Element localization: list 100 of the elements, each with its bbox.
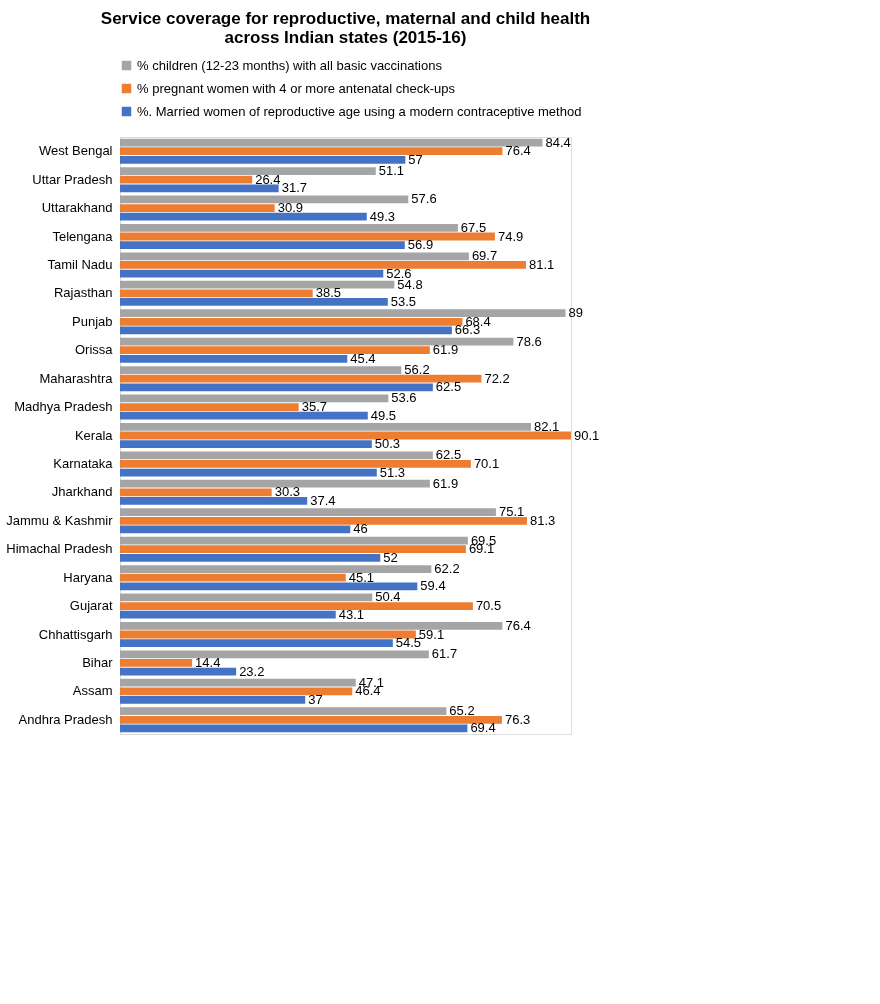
y-tick-label: Madhya Pradesh [14, 399, 113, 415]
data-label: 76.4 [505, 143, 531, 159]
y-tick-label: Maharashtra [39, 370, 114, 386]
bar [120, 241, 405, 250]
bar [120, 394, 389, 403]
data-label: 26.4 [255, 171, 281, 187]
data-label: 50.3 [374, 436, 401, 452]
data-label: 89 [568, 305, 583, 321]
data-label: 90.1 [574, 427, 600, 443]
y-tick-label: West Bengal [39, 143, 113, 159]
y-tick-label: Uttarakhand [41, 200, 113, 216]
bar [120, 167, 376, 175]
data-label: 70.1 [473, 455, 500, 471]
data-label: 74.9 [497, 228, 524, 244]
y-tick-label: Punjab [72, 313, 113, 329]
y-tick-label: Himachal Pradesh [6, 541, 113, 557]
data-label: 50.4 [375, 589, 401, 605]
bar [120, 309, 566, 318]
text: across Indian states (2015-16) [224, 28, 467, 47]
data-label: 52 [383, 549, 398, 565]
bar [120, 289, 313, 298]
data-label: 56.2 [404, 362, 430, 378]
bar [120, 374, 482, 383]
bar [120, 687, 353, 696]
bar [120, 621, 503, 630]
data-label: 57 [408, 151, 423, 167]
bar [120, 337, 514, 346]
y-tick-label: Rajasthan [53, 285, 113, 301]
y-tick-label: Gujarat [69, 598, 113, 614]
data-label: 75.1 [498, 504, 525, 520]
data-label: 61.7 [431, 646, 458, 662]
y-tick-label: Jharkhand [51, 484, 113, 500]
bar [120, 639, 393, 648]
data-label: 30.9 [277, 200, 303, 216]
data-label: 72.2 [484, 370, 510, 386]
data-label: 84.4 [545, 134, 571, 150]
bar [120, 678, 356, 687]
bar [120, 724, 468, 733]
data-label: 61.9 [432, 475, 459, 491]
bar [120, 195, 409, 204]
data-label: 52.6 [386, 265, 412, 281]
bar [120, 479, 430, 488]
y-tick-label: Karnataka [53, 455, 114, 471]
data-label: 45.1 [348, 569, 375, 585]
bar [120, 440, 372, 449]
data-label: 78.6 [516, 333, 542, 349]
bar [120, 204, 275, 212]
bar [120, 366, 402, 374]
data-label: 38.5 [315, 285, 342, 301]
data-label: 53.5 [390, 293, 417, 309]
bar [120, 403, 299, 411]
data-label: 35.7 [301, 399, 328, 415]
text: Service coverage for reproductive, maternal and child health [100, 9, 591, 28]
y-tick-label: Jammu & Kashmir [6, 512, 114, 528]
data-label: 61.9 [432, 342, 459, 358]
y-tick-label: Uttar Pradesh [32, 171, 113, 187]
bar [120, 298, 388, 306]
bar [120, 593, 373, 602]
bar [120, 516, 527, 525]
bar [120, 525, 351, 534]
bar [120, 252, 469, 261]
bar [120, 223, 458, 232]
data-label: 62.5 [435, 379, 462, 395]
data-label: 31.7 [281, 180, 307, 196]
data-label: 81.3 [529, 512, 556, 528]
data-label: 49.3 [369, 208, 396, 224]
bar [120, 383, 433, 392]
data-label: 37.4 [310, 492, 336, 508]
bar [120, 553, 381, 562]
bar [120, 650, 429, 659]
y-tick-label: Assam [72, 683, 113, 699]
bar [120, 667, 237, 676]
y-tick-label: Telengana [52, 228, 114, 244]
bar [120, 468, 377, 477]
data-label: 59.4 [420, 578, 446, 594]
data-label: 76.4 [505, 617, 531, 633]
data-label: 23.2 [239, 663, 265, 679]
data-label: 67.5 [460, 219, 487, 235]
data-label: 82.1 [533, 418, 560, 434]
bar [120, 696, 306, 704]
bar [120, 232, 495, 241]
bar [120, 138, 543, 147]
bar [120, 212, 367, 221]
bar [120, 659, 193, 667]
data-label: 14.4 [195, 654, 221, 670]
data-label: 69.7 [471, 248, 498, 264]
data-label: 46 [353, 521, 368, 537]
data-label: 53.6 [391, 390, 417, 406]
data-label: 62.2 [434, 561, 460, 577]
bar [120, 346, 430, 355]
y-tick-label: Orissa [74, 342, 114, 358]
bar [120, 573, 346, 582]
data-label: 45.4 [350, 350, 376, 366]
bar [120, 155, 406, 164]
data-label: 65.2 [449, 703, 475, 719]
y-tick-label: Andhra Pradesh [18, 711, 113, 727]
bar [120, 422, 531, 431]
bar [120, 269, 384, 278]
bar [120, 411, 368, 420]
bar [120, 175, 253, 184]
